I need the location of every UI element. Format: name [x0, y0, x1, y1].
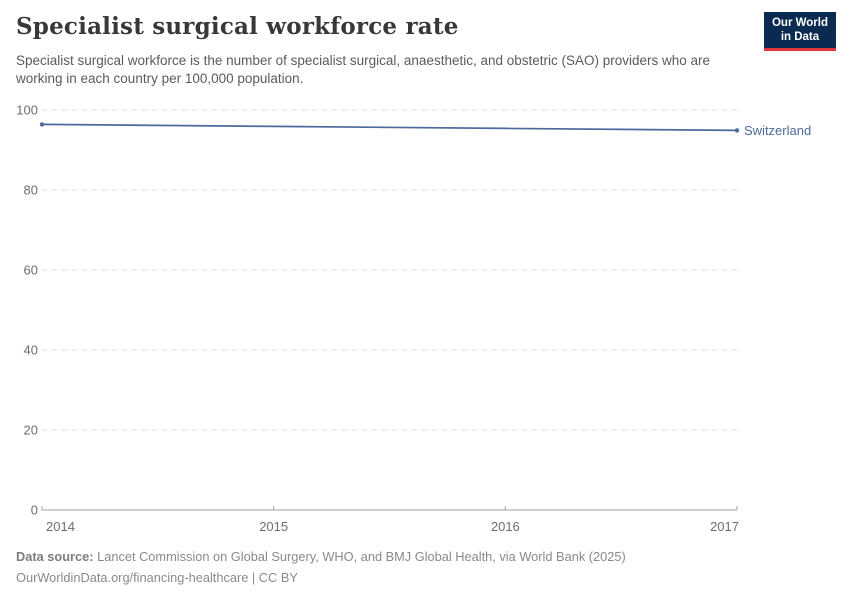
x-tick-label-2014: 2014 [46, 519, 75, 534]
series-start-dot-switzerland [39, 122, 45, 127]
owid-logo[interactable]: Our World in Data [763, 12, 836, 51]
logo-line2: in Data [780, 30, 820, 43]
y-tick-label-100: 100 [16, 103, 38, 118]
y-tick-label-60: 60 [24, 263, 38, 278]
logo-line1: Our World [771, 17, 828, 29]
entity-label-switzerland[interactable]: Switzerland [744, 123, 811, 138]
series-end-dot-switzerland [734, 128, 740, 133]
data-source-label: Data source: [16, 549, 94, 564]
y-tick-label-80: 80 [24, 183, 38, 198]
x-tick-label-2017: 2017 [710, 519, 739, 534]
y-tick-label-20: 20 [24, 423, 38, 438]
chart-subtitle: Specialist surgical workforce is the num… [16, 53, 711, 86]
license-line: OurWorldinData.org/financing-healthcare … [16, 570, 298, 585]
y-tick-label-0: 0 [31, 503, 38, 518]
data-source-line: Data source: Lancet Commission on Global… [16, 546, 626, 567]
x-tick-label-2015: 2015 [259, 519, 288, 534]
x-tick-label-2016: 2016 [491, 519, 520, 534]
series-line-switzerland[interactable] [41, 123, 738, 132]
y-tick-label-40: 40 [24, 343, 38, 358]
page-title: Specialist surgical workforce rate [16, 13, 459, 40]
data-source-text: Lancet Commission on Global Surgery, WHO… [93, 549, 626, 564]
chart-footer: Data source: Lancet Commission on Global… [16, 546, 626, 588]
